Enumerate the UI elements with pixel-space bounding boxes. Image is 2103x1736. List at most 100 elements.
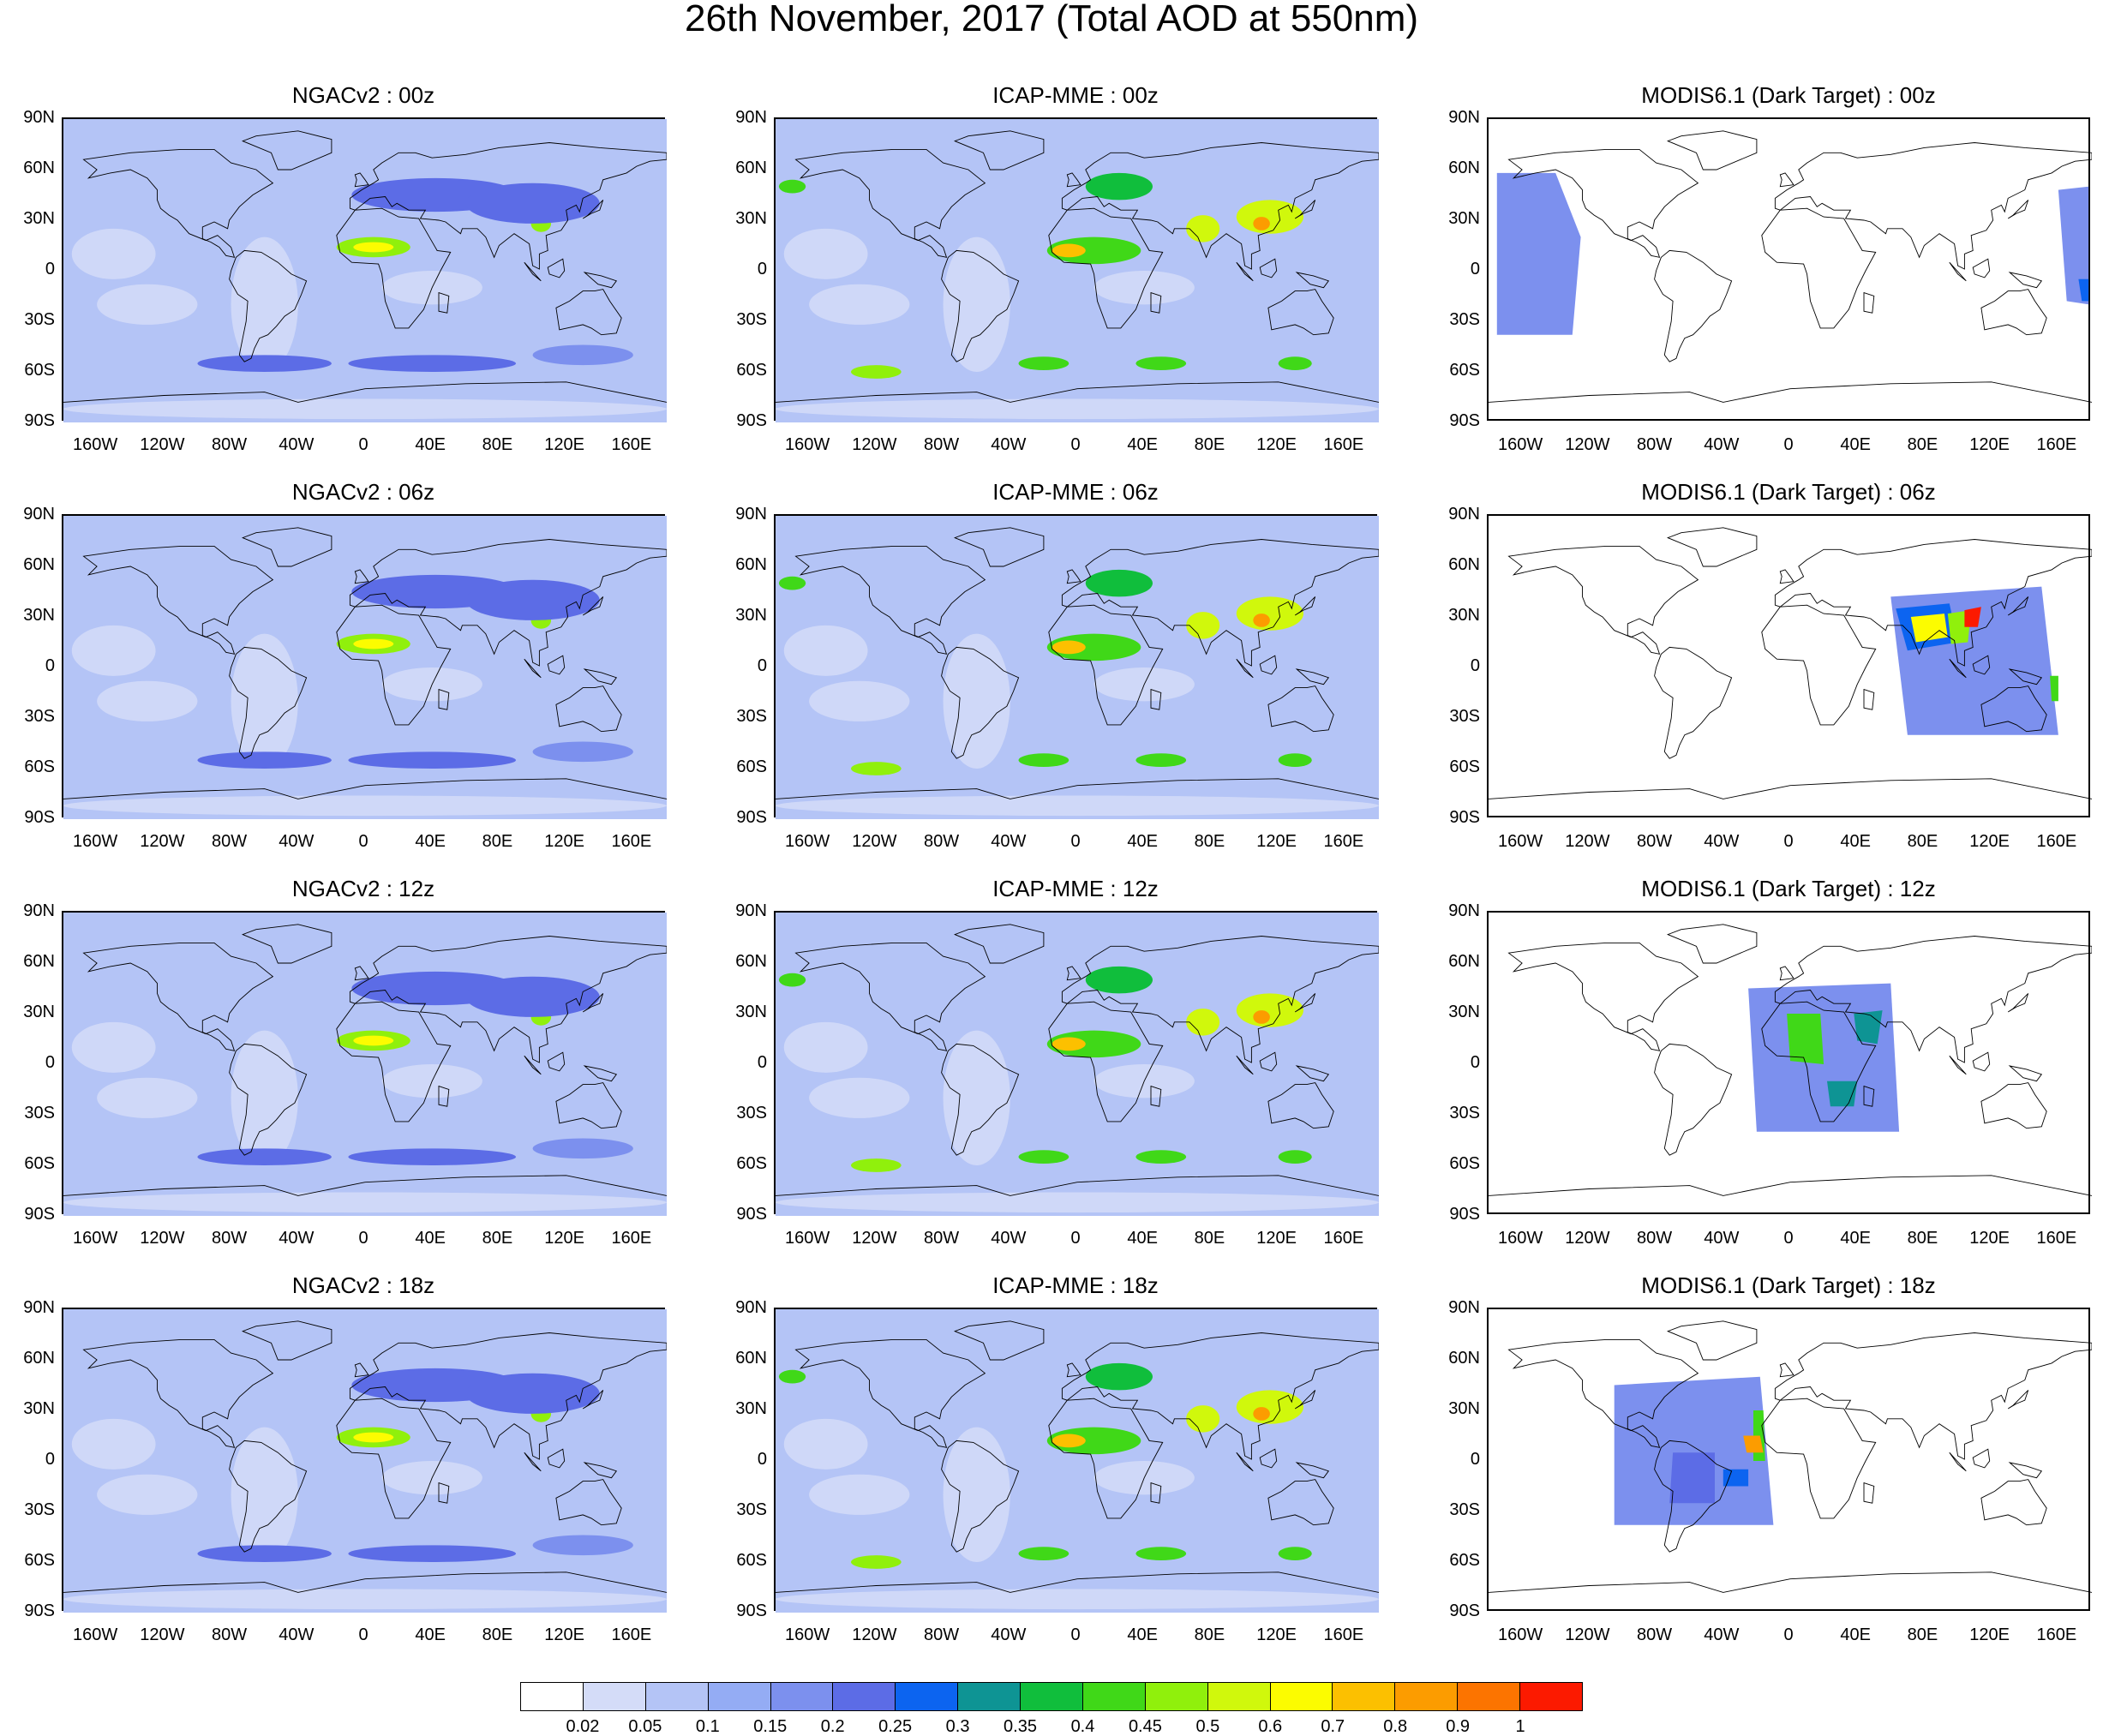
low-aod-region [63, 795, 667, 817]
lat-tick-label: 60S [736, 361, 767, 380]
lat-tick-label: 90S [736, 1205, 767, 1224]
coastline [1295, 272, 1330, 289]
aod-map [1489, 130, 2092, 403]
lat-tick-label: 90N [23, 108, 55, 127]
aod-plume [1186, 1009, 1220, 1036]
low-aod-region [97, 284, 198, 325]
coastline [1048, 604, 1164, 726]
coastline [1972, 655, 1991, 675]
aod-plume [1278, 1547, 1312, 1561]
coastline [2008, 1065, 2043, 1082]
colorbar-label: 0.35 [1004, 1717, 1037, 1736]
panel-title: NGACv2 : 00z [291, 82, 435, 108]
coastline [2007, 1390, 2029, 1410]
coastline [776, 1175, 1379, 1196]
lon-tick-label: 80E [482, 435, 513, 454]
lon-tick-label: 120E [544, 435, 585, 454]
lon-tick-label: 80W [1636, 1625, 1673, 1644]
low-aod-region [783, 1418, 868, 1470]
low-aod-region [63, 1192, 667, 1213]
lat-tick-label: 0 [1470, 656, 1480, 675]
lon-tick-label: 40E [1127, 832, 1159, 851]
lat-tick-label: 90N [1448, 1298, 1480, 1317]
map-panel [62, 514, 667, 819]
lon-tick-label: 40E [1840, 1229, 1872, 1248]
coastline [1267, 685, 1334, 733]
lon-tick-label: 80E [482, 1229, 513, 1248]
aod-plume [465, 1373, 600, 1414]
coastline [63, 778, 667, 799]
coastline [2008, 1462, 2043, 1479]
map-panel [774, 911, 1379, 1216]
low-aod-region [71, 625, 156, 676]
coastline [1863, 688, 1875, 710]
colorbar-label: 0.7 [1321, 1717, 1345, 1736]
aod-map [776, 913, 1379, 1216]
lon-tick-label: 160E [611, 1229, 652, 1248]
aod-plume [197, 1148, 332, 1165]
panel-title: MODIS6.1 (Dark Target) : 18z [1641, 1272, 1936, 1298]
coastline [1048, 207, 1164, 329]
lat-tick-label: 60N [23, 159, 55, 177]
coastline [1779, 569, 1794, 584]
coastline [1972, 1051, 1991, 1072]
aod-background-field [63, 1309, 667, 1613]
coastline [1489, 381, 2092, 403]
lat-tick-label: 30S [1449, 707, 1480, 726]
panel-title: NGACv2 : 12z [291, 876, 435, 901]
lat-tick-label: 30N [735, 606, 767, 625]
aod-plume [348, 751, 516, 769]
lon-tick-label: 40E [1127, 435, 1159, 454]
coastline [547, 1051, 566, 1072]
modis-swath [1964, 607, 1981, 627]
map-panel [1487, 117, 2092, 421]
lon-tick-label: 80W [923, 1229, 960, 1248]
coastline [1294, 993, 1316, 1013]
coastline [1507, 942, 1699, 1051]
lat-tick-label: 0 [757, 260, 767, 278]
lon-tick-label: 120E [1969, 1229, 2010, 1248]
colorbar-label: 0.02 [566, 1717, 600, 1736]
coastline [941, 249, 1020, 362]
lon-tick-label: 160E [1323, 832, 1364, 851]
lat-tick-label: 90S [24, 411, 55, 430]
lat-tick-label: 90S [1449, 1205, 1480, 1224]
lon-tick-label: 160E [2036, 1229, 2077, 1248]
lon-tick-label: 120W [852, 1625, 897, 1644]
aod-plume [1046, 633, 1141, 661]
panel-title: ICAP-MME : 18z [992, 1272, 1159, 1298]
coastline [1761, 604, 1877, 726]
coastline [82, 1338, 274, 1448]
modis-swath [1910, 614, 1948, 643]
aod-background-field [63, 913, 667, 1216]
aod-plume [1046, 236, 1141, 265]
aod-plume [1236, 200, 1303, 234]
lon-tick-label: 160E [1323, 435, 1364, 454]
map-panel [774, 1308, 1379, 1613]
aod-plume [348, 355, 516, 372]
low-aod-region [776, 398, 1379, 420]
lat-tick-label: 0 [757, 656, 767, 675]
coastline [583, 1065, 618, 1082]
lat-tick-label: 30S [1449, 1500, 1480, 1519]
coastline [1295, 1065, 1330, 1082]
lat-tick-label: 90S [736, 411, 767, 430]
colorbar-swatch [1270, 1683, 1333, 1710]
coastline [1761, 1001, 1877, 1122]
lat-tick-label: 90N [1448, 901, 1480, 920]
coastline [1236, 261, 1254, 282]
coastline [1654, 1043, 1733, 1156]
colorbar-label: 0.45 [1128, 1717, 1162, 1736]
lat-tick-label: 60S [736, 757, 767, 776]
colorbar-swatch [833, 1683, 896, 1710]
coastline [1267, 1479, 1334, 1526]
lon-tick-label: 0 [1070, 832, 1081, 851]
map-panel [62, 911, 667, 1216]
lat-tick-label: 60S [24, 1154, 55, 1173]
lon-tick-label: 0 [1070, 1229, 1081, 1248]
lon-tick-label: 160W [1497, 435, 1543, 454]
aod-map [63, 119, 667, 422]
lon-tick-label: 0 [358, 435, 368, 454]
aod-plume [197, 355, 332, 372]
aod-plume [1253, 1407, 1270, 1421]
